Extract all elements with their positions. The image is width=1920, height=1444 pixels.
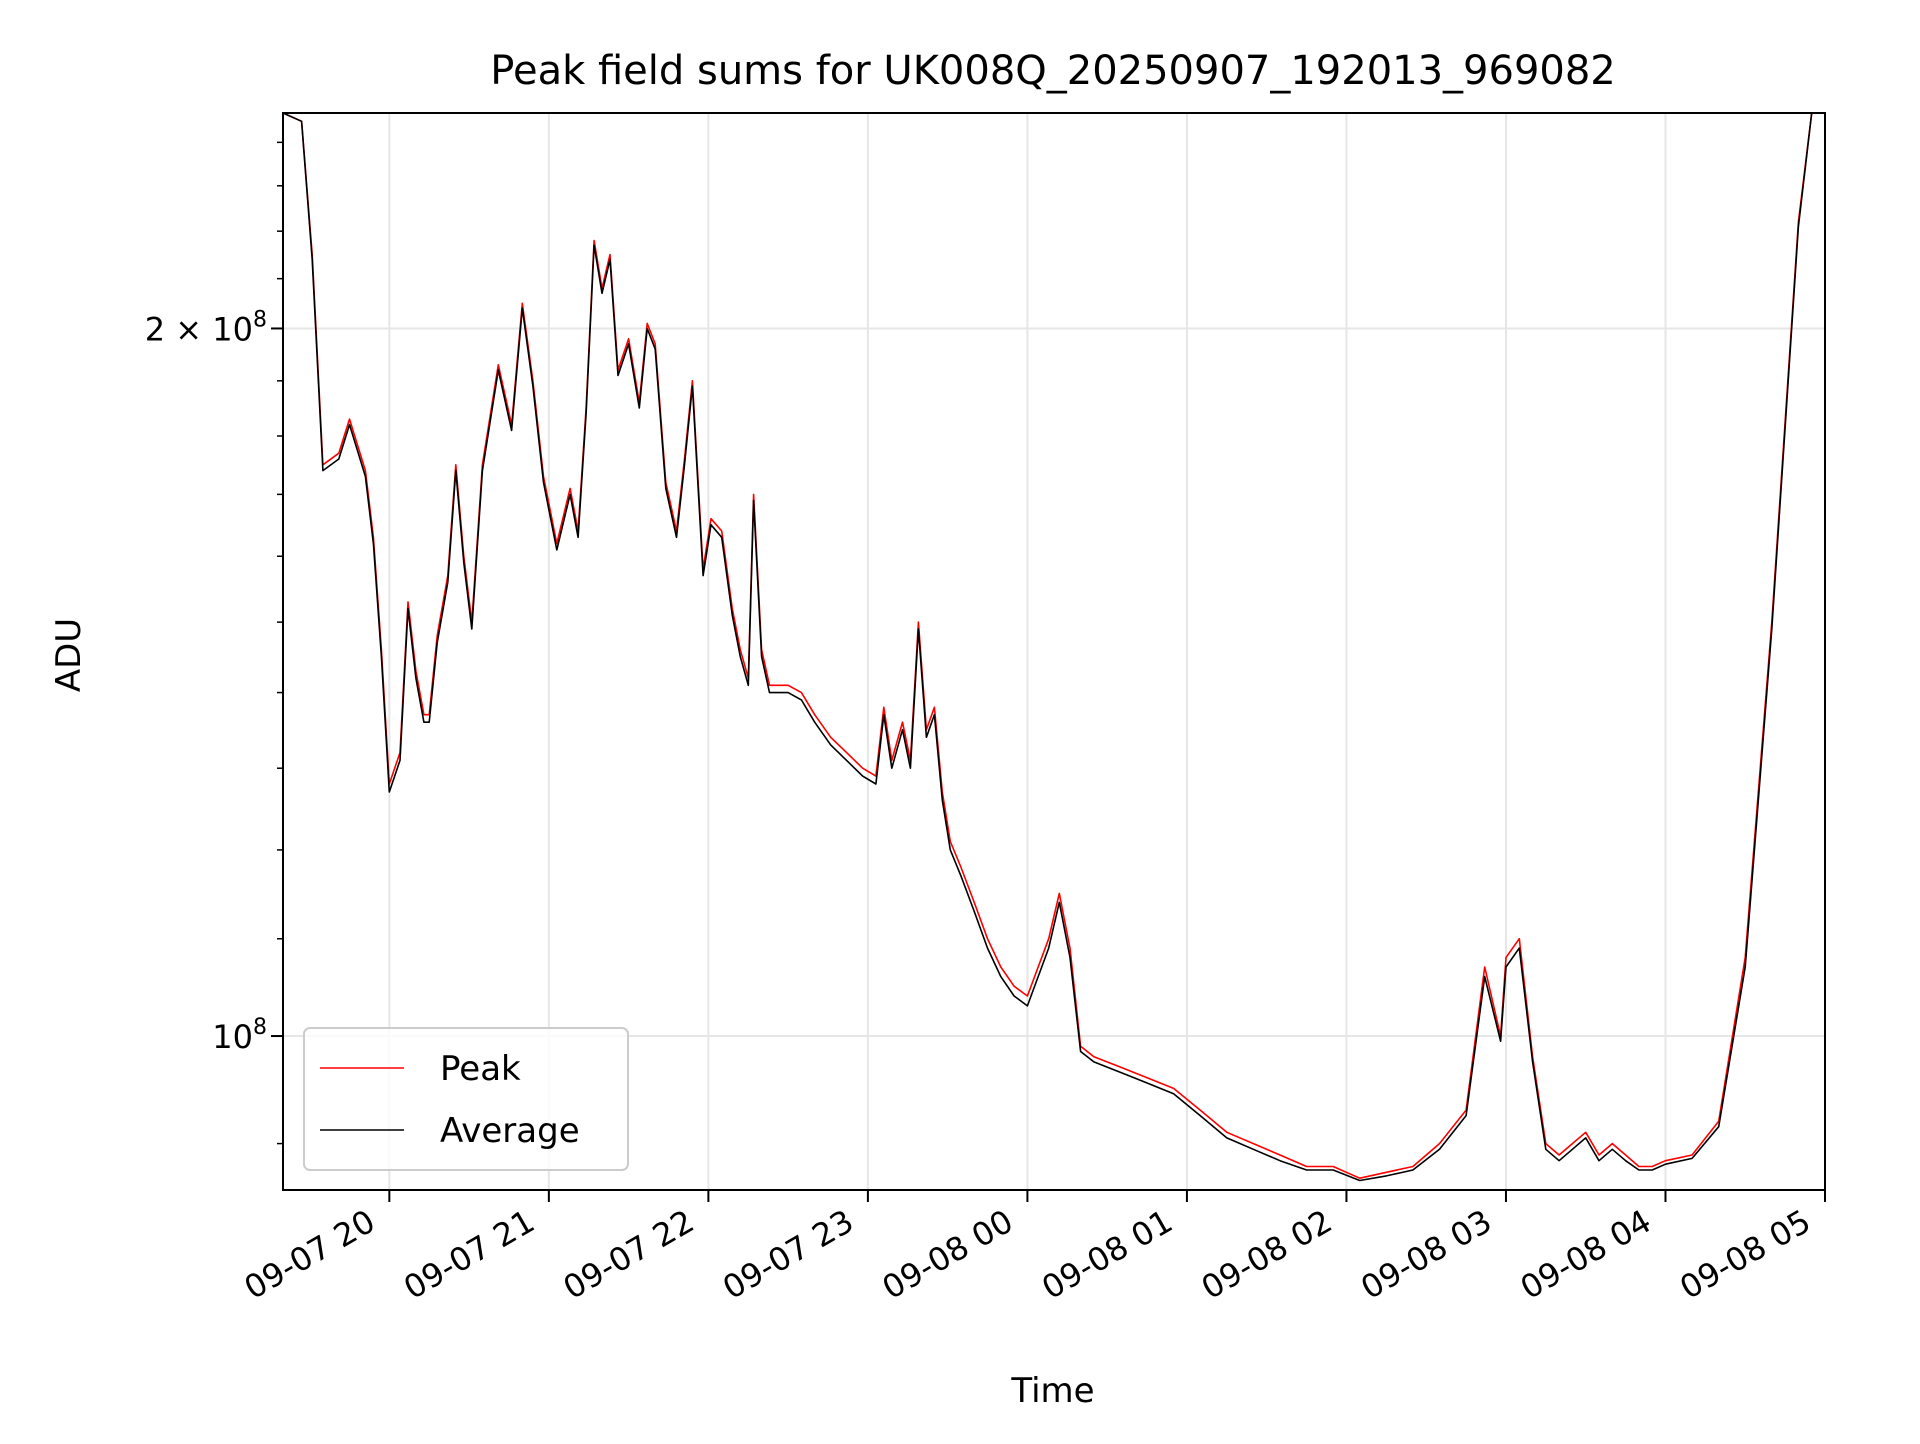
y-tick-label: 2 × 108 xyxy=(145,307,267,348)
legend: Peak Average xyxy=(303,1027,629,1171)
x-axis-label: Time xyxy=(1010,1371,1094,1411)
y-axis-label: ADU xyxy=(49,618,89,692)
series-layer xyxy=(283,113,1825,1182)
legend-box xyxy=(303,1027,629,1171)
legend-label-peak: Peak xyxy=(440,1049,521,1089)
y-axis: 2 × 108 108 xyxy=(145,141,283,1145)
y-tick-label: 108 xyxy=(212,1015,267,1056)
legend-label-average: Average xyxy=(440,1111,580,1151)
chart-title: Peak field sums for UK008Q_20250907_1920… xyxy=(490,48,1615,94)
series-line-average xyxy=(283,113,1825,1182)
plot-frame xyxy=(282,112,1826,1191)
grid-layer xyxy=(283,113,1825,1190)
